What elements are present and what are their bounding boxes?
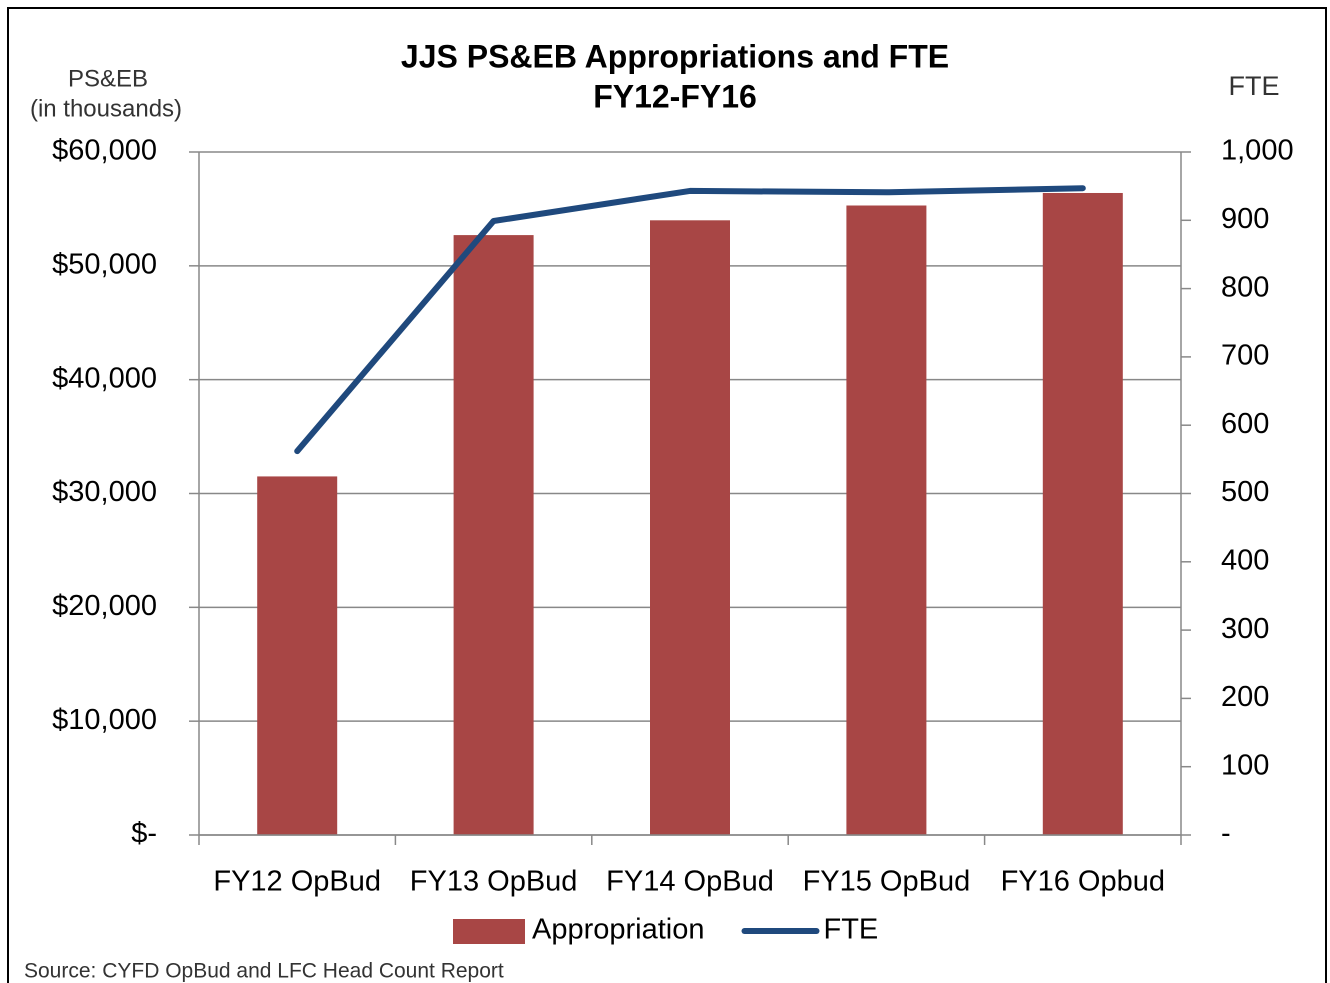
x-tick-label: FY14 OpBud — [606, 866, 774, 898]
chart-title: JJS PS&EB Appropriations and FTE — [401, 38, 949, 74]
bar — [1042, 192, 1123, 836]
y-tick-label: $60,000 — [52, 135, 157, 167]
y2-tick-label: 400 — [1221, 544, 1269, 576]
source-note: Source: CYFD OpBud and LFC Head Count Re… — [24, 960, 504, 983]
legend-label: FTE — [824, 914, 879, 946]
y2-tick-label: 600 — [1221, 408, 1269, 440]
bar — [650, 220, 730, 836]
chart-border — [7, 7, 1327, 983]
x-tick-label: FY16 Opbud — [1001, 866, 1165, 898]
y-tick-label: $20,000 — [52, 590, 157, 622]
legend-swatch — [453, 919, 525, 944]
x-tick-label: FY15 OpBud — [803, 866, 971, 898]
y-tick-label: $40,000 — [52, 362, 157, 394]
legend-label: Appropriation — [532, 914, 705, 946]
y-tick-label: $10,000 — [52, 704, 157, 736]
y2-axis-label: FTE — [1229, 71, 1280, 101]
bar — [846, 205, 927, 836]
y2-tick-label: 200 — [1221, 681, 1269, 713]
y2-tick-label: 500 — [1221, 476, 1269, 508]
y2-tick-label: 800 — [1221, 271, 1269, 303]
y-tick-label: $- — [131, 818, 157, 850]
y2-tick-label: - — [1221, 818, 1231, 850]
y2-tick-label: 700 — [1221, 340, 1269, 372]
y2-tick-label: 1,000 — [1221, 135, 1294, 167]
chart-subtitle: FY12-FY16 — [593, 78, 757, 114]
x-tick-label: FY13 OpBud — [410, 866, 578, 898]
y-axis-label: PS&EB — [68, 65, 148, 92]
y-tick-label: $30,000 — [52, 476, 157, 508]
bar — [453, 235, 534, 835]
y2-tick-label: 900 — [1221, 203, 1269, 235]
bar — [257, 476, 338, 835]
y-axis-label: (in thousands) — [30, 95, 182, 122]
x-tick-label: FY12 OpBud — [213, 866, 381, 898]
y2-tick-label: 300 — [1221, 613, 1269, 645]
y2-tick-label: 100 — [1221, 749, 1269, 781]
y-tick-label: $50,000 — [52, 248, 157, 280]
line — [294, 185, 1086, 455]
